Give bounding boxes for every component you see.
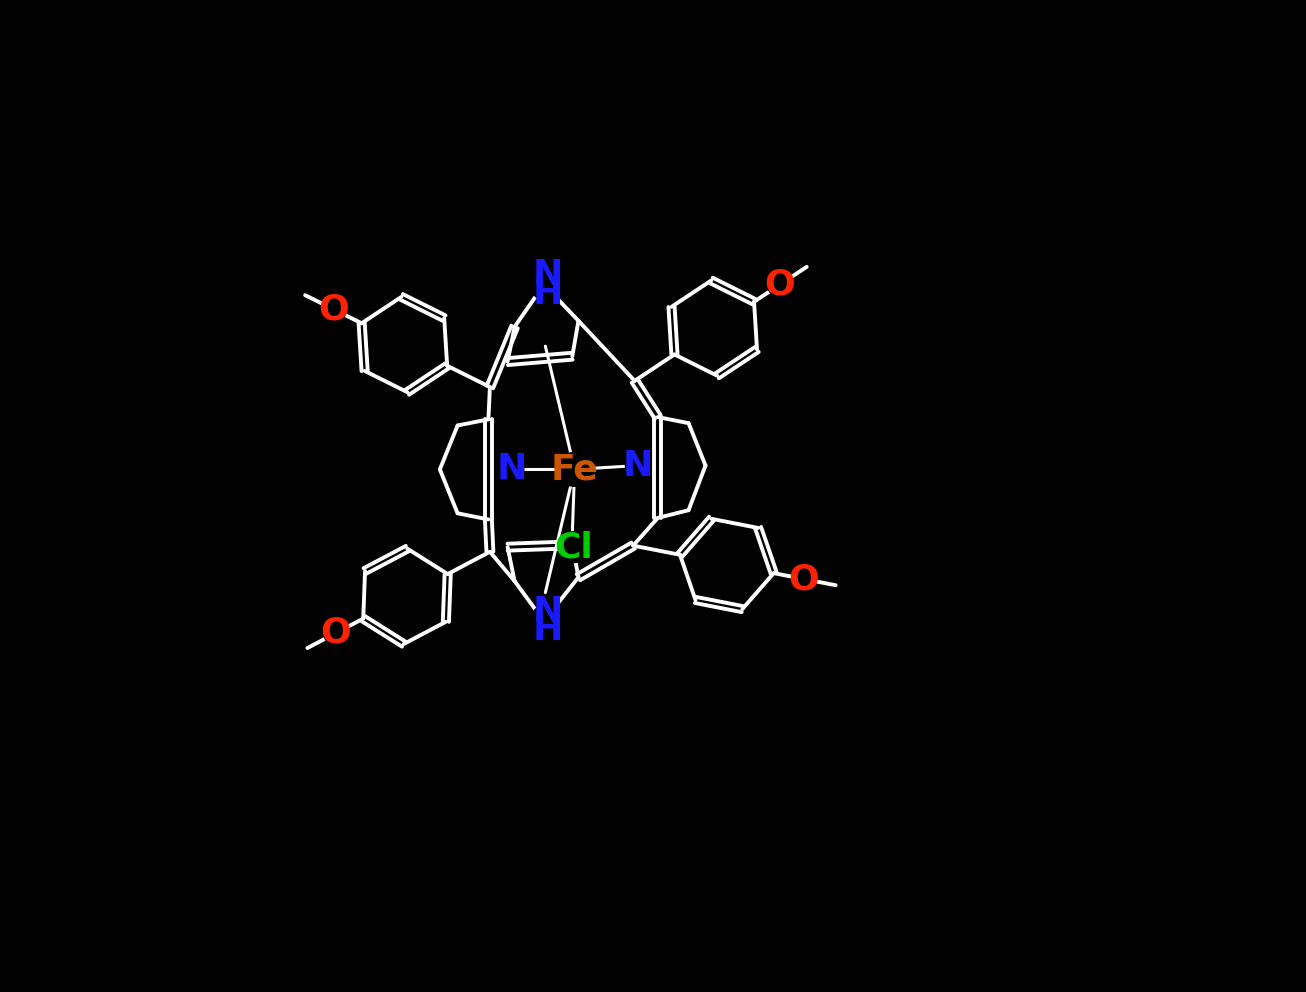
Text: H: H (533, 613, 563, 648)
Text: Cl: Cl (555, 530, 593, 564)
Circle shape (559, 532, 589, 562)
Circle shape (530, 604, 564, 638)
Text: O: O (320, 616, 351, 650)
Text: N: N (533, 595, 563, 629)
Text: O: O (789, 562, 819, 596)
Circle shape (768, 273, 791, 297)
Circle shape (530, 268, 564, 302)
Circle shape (321, 298, 346, 321)
Circle shape (558, 452, 592, 486)
Text: Fe: Fe (551, 452, 598, 486)
Text: N: N (623, 448, 653, 482)
Text: O: O (764, 268, 795, 302)
Circle shape (791, 566, 816, 591)
Text: O: O (319, 293, 350, 326)
Text: H: H (533, 277, 563, 310)
Circle shape (626, 453, 650, 478)
Text: N: N (496, 452, 526, 486)
Circle shape (324, 621, 349, 645)
Text: N: N (533, 258, 563, 293)
Circle shape (499, 457, 524, 482)
